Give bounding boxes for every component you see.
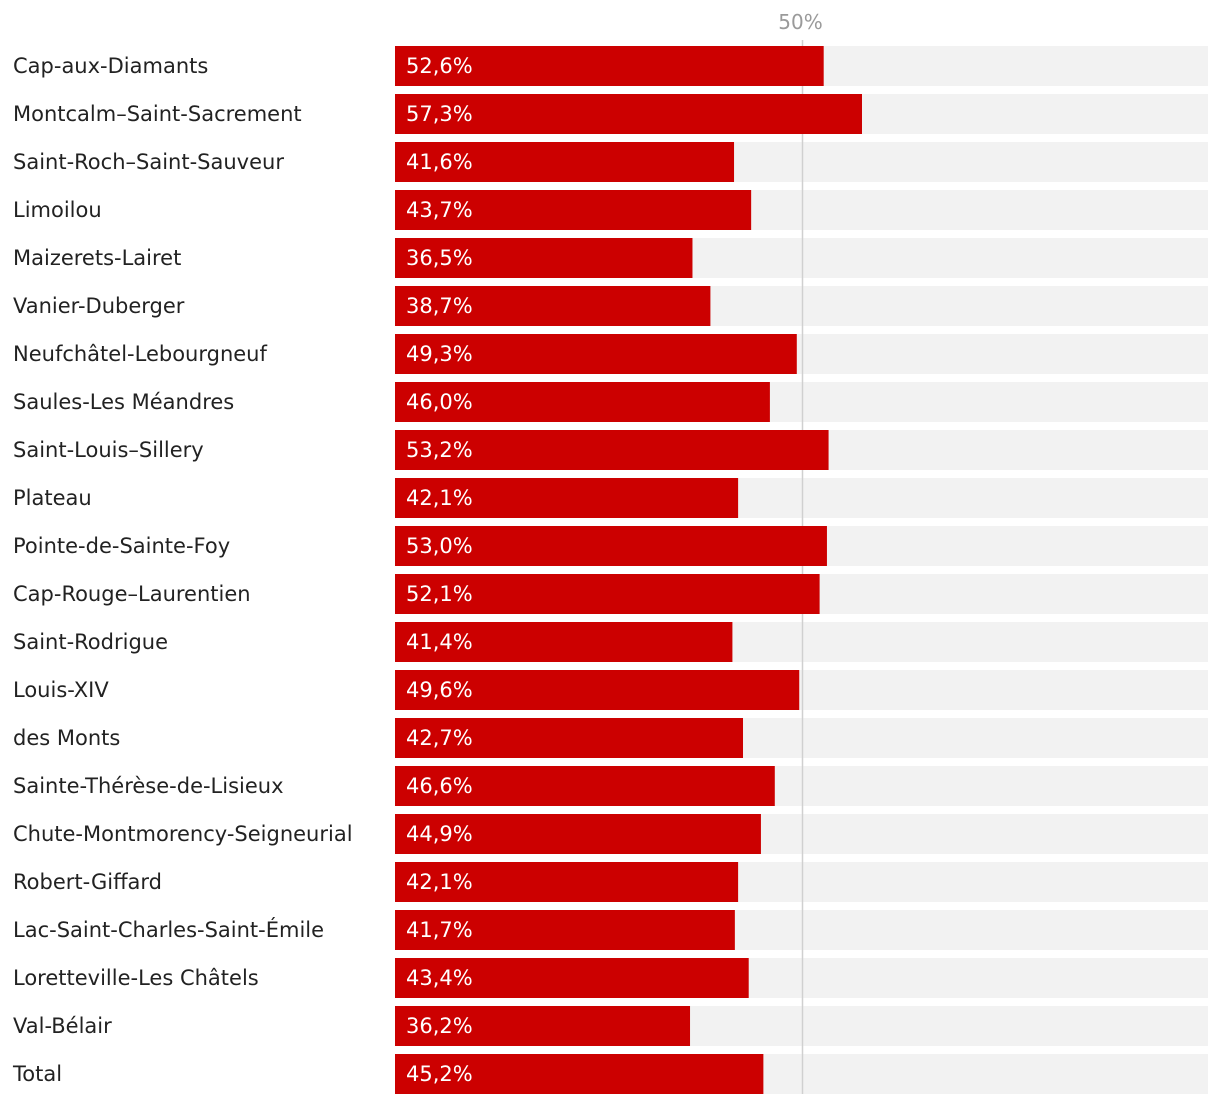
bar	[395, 286, 711, 326]
value-label: 43,4%	[406, 966, 473, 990]
value-label: 52,6%	[406, 54, 473, 78]
value-label: 41,6%	[406, 150, 473, 174]
bar	[395, 142, 735, 182]
value-label: 42,1%	[406, 870, 473, 894]
bar	[395, 718, 744, 758]
value-label: 53,2%	[406, 438, 473, 462]
bar	[395, 526, 827, 566]
category-label: Lac-Saint-Charles-Saint-Émile	[13, 917, 324, 942]
bar	[395, 766, 775, 806]
category-label: Pointe-de-Sainte-Foy	[13, 534, 230, 558]
category-label: Chute-Montmorency-Seigneurial	[13, 822, 353, 846]
category-label: Sainte-Thérèse-de-Lisieux	[13, 774, 284, 798]
bar	[395, 478, 739, 518]
category-label: Saint-Louis–Sillery	[13, 438, 204, 462]
value-label: 36,5%	[406, 246, 473, 270]
value-label: 57,3%	[406, 102, 473, 126]
bar	[395, 862, 739, 902]
category-label: Loretteville-Les Châtels	[13, 966, 259, 990]
bar	[395, 334, 797, 374]
category-label: Neufchâtel-Lebourgneuf	[13, 342, 267, 366]
value-label: 42,7%	[406, 726, 473, 750]
value-label: 49,3%	[406, 342, 473, 366]
category-label: Louis-XIV	[13, 678, 109, 702]
bar	[395, 622, 733, 662]
value-label: 41,7%	[406, 918, 473, 942]
value-label: 44,9%	[406, 822, 473, 846]
category-label: Val-Bélair	[13, 1014, 112, 1038]
category-label-group: Cap-aux-Diamants Montcalm–Saint-Sacrement…	[12, 54, 353, 1086]
category-label: Montcalm–Saint-Sacrement	[13, 102, 302, 126]
category-label: Plateau	[13, 486, 92, 510]
bar	[395, 814, 761, 854]
reference-line-label: 50%	[778, 10, 822, 34]
bar	[395, 574, 820, 614]
bar	[395, 382, 770, 422]
category-label: Saules-Les Méandres	[13, 390, 234, 414]
value-label: 46,0%	[406, 390, 473, 414]
bar	[395, 958, 749, 998]
bar	[395, 46, 824, 86]
value-label: 42,1%	[406, 486, 473, 510]
bar	[395, 910, 735, 950]
category-label: des Monts	[13, 726, 120, 750]
bar	[395, 430, 829, 470]
bar	[395, 1054, 764, 1094]
value-label: 49,6%	[406, 678, 473, 702]
category-label: Cap-aux-Diamants	[13, 54, 208, 78]
category-label: Robert-Giffard	[13, 870, 162, 894]
category-label: Saint-Rodrigue	[13, 630, 168, 654]
category-label: Total	[12, 1062, 62, 1086]
value-label: 53,0%	[406, 534, 473, 558]
bar	[395, 94, 862, 134]
bar	[395, 670, 800, 710]
category-label: Maizerets-Lairet	[13, 246, 181, 270]
value-label: 45,2%	[406, 1062, 473, 1086]
value-label: 38,7%	[406, 294, 473, 318]
bar-group	[395, 46, 862, 1094]
category-label: Limoilou	[13, 198, 102, 222]
bar	[395, 190, 752, 230]
category-label: Vanier-Duberger	[13, 294, 185, 318]
value-label: 46,6%	[406, 774, 473, 798]
bar	[395, 1006, 691, 1046]
bar	[395, 238, 693, 278]
value-label-group: 52,6% 57,3% 41,6% 43,7% 36,5% 38,7% 49,3% 46,0%…	[406, 54, 473, 1086]
value-label: 41,4%	[406, 630, 473, 654]
value-label: 43,7%	[406, 198, 473, 222]
value-label: 36,2%	[406, 1014, 473, 1038]
category-label: Saint-Roch–Saint-Sauveur	[13, 150, 284, 174]
category-label: Cap-Rouge–Laurentien	[13, 582, 251, 606]
value-label: 52,1%	[406, 582, 473, 606]
